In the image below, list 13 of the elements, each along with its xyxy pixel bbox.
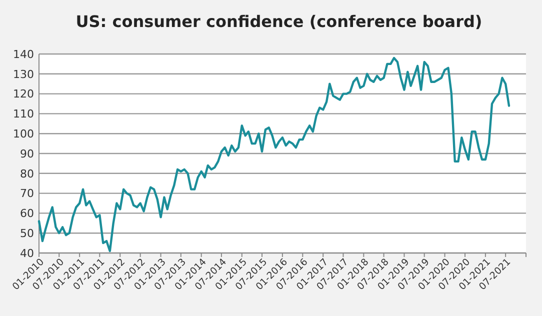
y-tick-label: 140	[13, 48, 34, 61]
y-tick-label: 70	[20, 187, 34, 200]
y-tick-label: 80	[20, 167, 34, 180]
chart-title: US: consumer confidence (conference board)	[76, 12, 482, 31]
y-tick-label: 50	[20, 226, 34, 240]
y-tick-label: 120	[13, 88, 34, 101]
line-series	[38, 56, 510, 252]
y-tick-label: 100	[13, 127, 34, 140]
y-tick-label: 130	[13, 68, 34, 81]
y-tick-label: 90	[20, 147, 34, 160]
y-tick-label: 110	[13, 108, 34, 121]
y-tick-label: 40	[20, 246, 34, 260]
y-tick-label: 60	[20, 207, 34, 220]
